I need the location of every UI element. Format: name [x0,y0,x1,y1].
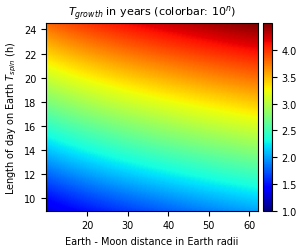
Y-axis label: Length of day on Earth $T_{spin}$ (h): Length of day on Earth $T_{spin}$ (h) [4,41,19,194]
Title: $T_{growth}$ in years (colorbar: 10$^{n}$): $T_{growth}$ in years (colorbar: 10$^{n}… [68,4,236,22]
X-axis label: Earth - Moon distance in Earth radii: Earth - Moon distance in Earth radii [65,236,239,246]
